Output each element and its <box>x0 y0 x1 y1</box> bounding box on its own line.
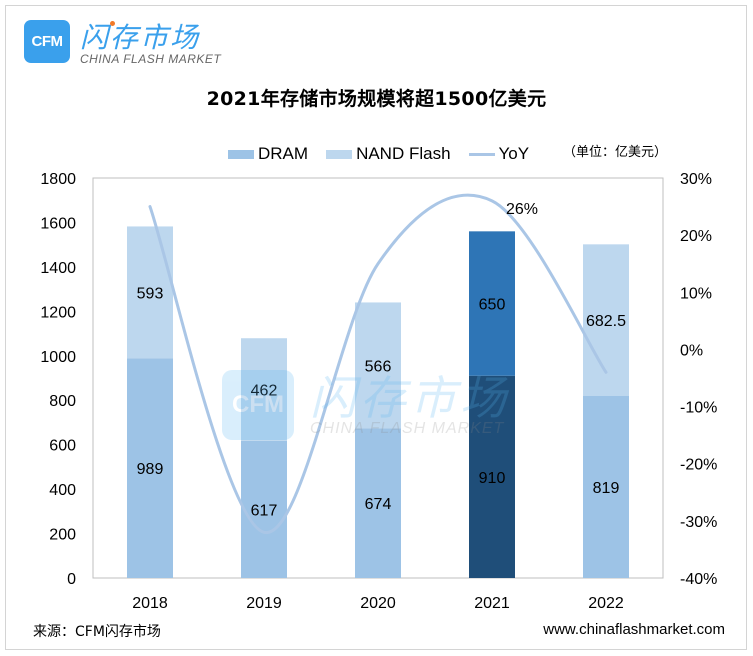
x-tick-label: 2018 <box>132 595 168 612</box>
data-label-dram-2020: 674 <box>365 496 392 513</box>
website-link[interactable]: www.chinaflashmarket.com <box>543 621 725 638</box>
bar-dram-2019 <box>241 440 287 578</box>
legend-item-dram: DRAM <box>228 144 308 164</box>
legend-label-nand: NAND Flash <box>356 144 451 163</box>
chart-title: 2021年存储市场规模将超1500亿美元 <box>206 88 547 110</box>
bar-dram-2022 <box>583 396 629 578</box>
y2-tick-label: -10% <box>680 400 717 417</box>
data-label-nand-2021: 650 <box>479 297 506 314</box>
yoy-label-2021: 26% <box>506 201 538 218</box>
x-tick-label: 2021 <box>474 595 510 612</box>
y-tick-label: 400 <box>49 482 76 499</box>
data-label-dram-2018: 989 <box>137 461 164 478</box>
x-tick-label: 2020 <box>360 595 396 612</box>
unit-note: （单位：亿美元） <box>563 145 668 160</box>
bar-dram-2021 <box>469 375 515 578</box>
bar-dram-2018 <box>127 358 173 578</box>
yoy-line <box>148 193 608 534</box>
y-tick-label: 1200 <box>40 304 76 321</box>
legend: DRAM NAND Flash YoY <box>228 143 547 165</box>
bar-nand-2019 <box>241 338 287 441</box>
y2-tick-label: 20% <box>680 228 712 245</box>
y2-tick-label: -40% <box>680 571 717 588</box>
y-tick-label: 800 <box>49 393 76 410</box>
bar-nand-2020 <box>355 302 401 429</box>
cfm-logo: CFM 闪存市场 CHINA FLASH MARKET <box>24 20 234 70</box>
legend-swatch-nand <box>326 149 353 159</box>
legend-item-yoy: YoY <box>468 144 530 164</box>
logo-name-cn: 闪存市场 <box>80 21 201 54</box>
legend-label-dram: DRAM <box>258 144 309 163</box>
y2-tick-label: 10% <box>680 285 712 302</box>
x-tick-label: 2022 <box>588 595 624 612</box>
y-tick-label: 1400 <box>40 260 76 277</box>
data-label-dram-2019: 617 <box>251 502 278 519</box>
y-tick-label: 200 <box>49 527 76 544</box>
logo-dot-icon <box>110 21 115 26</box>
data-label-nand-2022: 682.5 <box>586 313 626 330</box>
y2-tick-label: 0% <box>680 342 703 359</box>
logo-badge: CFM <box>24 20 70 63</box>
legend-swatch-yoy <box>468 152 495 156</box>
source-note: 来源：CFM闪存市场 <box>33 624 161 640</box>
bar-dram-2020 <box>355 428 401 578</box>
data-label-nand-2019: 462 <box>251 383 278 400</box>
x-tick-label: 2019 <box>246 595 282 612</box>
y-tick-label: 1000 <box>40 349 76 366</box>
y2-tick-label: -20% <box>680 457 717 474</box>
y2-tick-label: -30% <box>680 514 717 531</box>
y-tick-label: 1800 <box>40 171 76 188</box>
chart-frame <box>5 5 747 650</box>
data-label-nand-2020: 566 <box>365 358 392 375</box>
y-tick-label: 0 <box>67 571 76 588</box>
data-label-nand-2018: 593 <box>137 285 164 302</box>
legend-item-nand: NAND Flash <box>326 144 451 164</box>
legend-label-yoy: YoY <box>498 144 530 163</box>
y-tick-label: 1600 <box>40 215 76 232</box>
legend-swatch-dram <box>228 149 254 159</box>
y-tick-label: 600 <box>49 438 76 455</box>
y2-tick-label: 30% <box>680 171 712 188</box>
data-label-dram-2022: 819 <box>593 480 620 497</box>
logo-name-en: CHINA FLASH MARKET <box>80 52 222 66</box>
bar-nand-2018 <box>127 226 173 359</box>
data-label-dram-2021: 910 <box>479 470 506 487</box>
bar-nand-2021 <box>469 231 515 376</box>
